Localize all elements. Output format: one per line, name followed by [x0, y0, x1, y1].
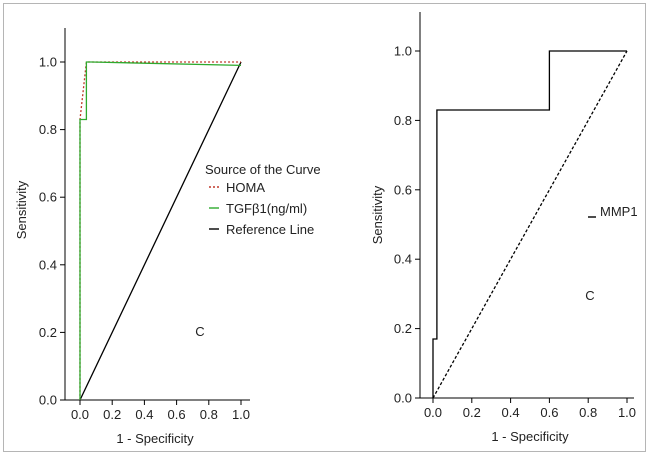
left-y-tick-label: 0.0: [39, 393, 57, 408]
right-y-ticks: 0.0 0.2 0.4 0.6 0.8 1.0: [394, 44, 420, 406]
left-x-tick-label: 1.0: [232, 407, 250, 422]
left-y-tick-label: 0.2: [39, 325, 57, 340]
left-x-ticks: 0.0 0.2 0.4 0.6 0.8 1.0: [71, 400, 250, 422]
right-x-ticks: 0.0 0.2 0.4 0.6 0.8 1.0: [424, 398, 636, 420]
left-y-ticks: 0.0 0.2 0.4 0.6 0.8 1.0: [39, 55, 65, 408]
left-x-tick-label: 0.4: [135, 407, 153, 422]
right-panel-letter: C: [585, 288, 594, 303]
right-y-tick-label: 1.0: [394, 44, 412, 59]
right-x-tick-label: 0.8: [579, 405, 597, 420]
legend-label-tgf: TGFβ1(ng/ml): [226, 201, 307, 216]
right-y-axis-label: Sensitivity: [370, 185, 385, 244]
right-series-mmp1-line: [432, 50, 627, 398]
left-series-group: [79, 61, 242, 401]
legend-label-homa: HOMA: [226, 180, 265, 195]
right-legend: MMP1: [588, 204, 638, 219]
right-y-tick-label: 0.4: [394, 252, 412, 267]
right-x-tick-label: 0.4: [502, 405, 520, 420]
left-y-axis-label: Sensitivity: [14, 180, 29, 239]
left-x-tick-label: 0.8: [200, 407, 218, 422]
right-x-tick-label: 0.6: [540, 405, 558, 420]
left-x-tick-label: 0.6: [168, 407, 186, 422]
left-y-tick-label: 1.0: [39, 55, 57, 70]
legend-label-reference: Reference Line: [226, 222, 314, 237]
legend-label-mmp1: MMP1: [600, 204, 638, 219]
left-roc-panel: 0.0 0.2 0.4 0.6 0.8 1.0 0.0 0.2 0.4 0.6 0.8 1.0 1 …: [14, 28, 321, 446]
right-y-tick-label: 0.8: [394, 113, 412, 128]
right-roc-panel: 0.0 0.2 0.4 0.6 0.8 1.0 0.0 0.2 0.4 0.6 0.8 1.0 1 …: [370, 12, 638, 444]
figure-border: [3, 3, 646, 452]
left-y-tick-label: 0.6: [39, 190, 57, 205]
right-y-tick-label: 0.6: [394, 182, 412, 197]
right-y-tick-label: 0.2: [394, 321, 412, 336]
right-x-axis-label: 1 - Specificity: [491, 429, 569, 444]
right-series-diagonal-reference-line: [432, 50, 628, 399]
right-series-group: [432, 50, 628, 399]
left-series-tgf-1-ng-ml-line: [79, 61, 242, 400]
left-series-reference-line-line: [79, 61, 242, 401]
left-y-tick-label: 0.8: [39, 122, 57, 137]
left-x-tick-label: 0.2: [103, 407, 121, 422]
left-panel-letter: C: [195, 324, 204, 339]
legend-title: Source of the Curve: [205, 162, 321, 177]
left-x-axis-label: 1 - Specificity: [116, 431, 194, 446]
right-y-tick-label: 0.0: [394, 391, 412, 406]
left-y-tick-label: 0.4: [39, 257, 57, 272]
left-x-tick-label: 0.0: [71, 407, 89, 422]
left-legend: Source of the Curve HOMA TGFβ1(ng/ml) Re…: [205, 162, 321, 237]
right-x-tick-label: 0.2: [463, 405, 481, 420]
right-x-tick-label: 1.0: [618, 405, 636, 420]
right-x-tick-label: 0.0: [424, 405, 442, 420]
